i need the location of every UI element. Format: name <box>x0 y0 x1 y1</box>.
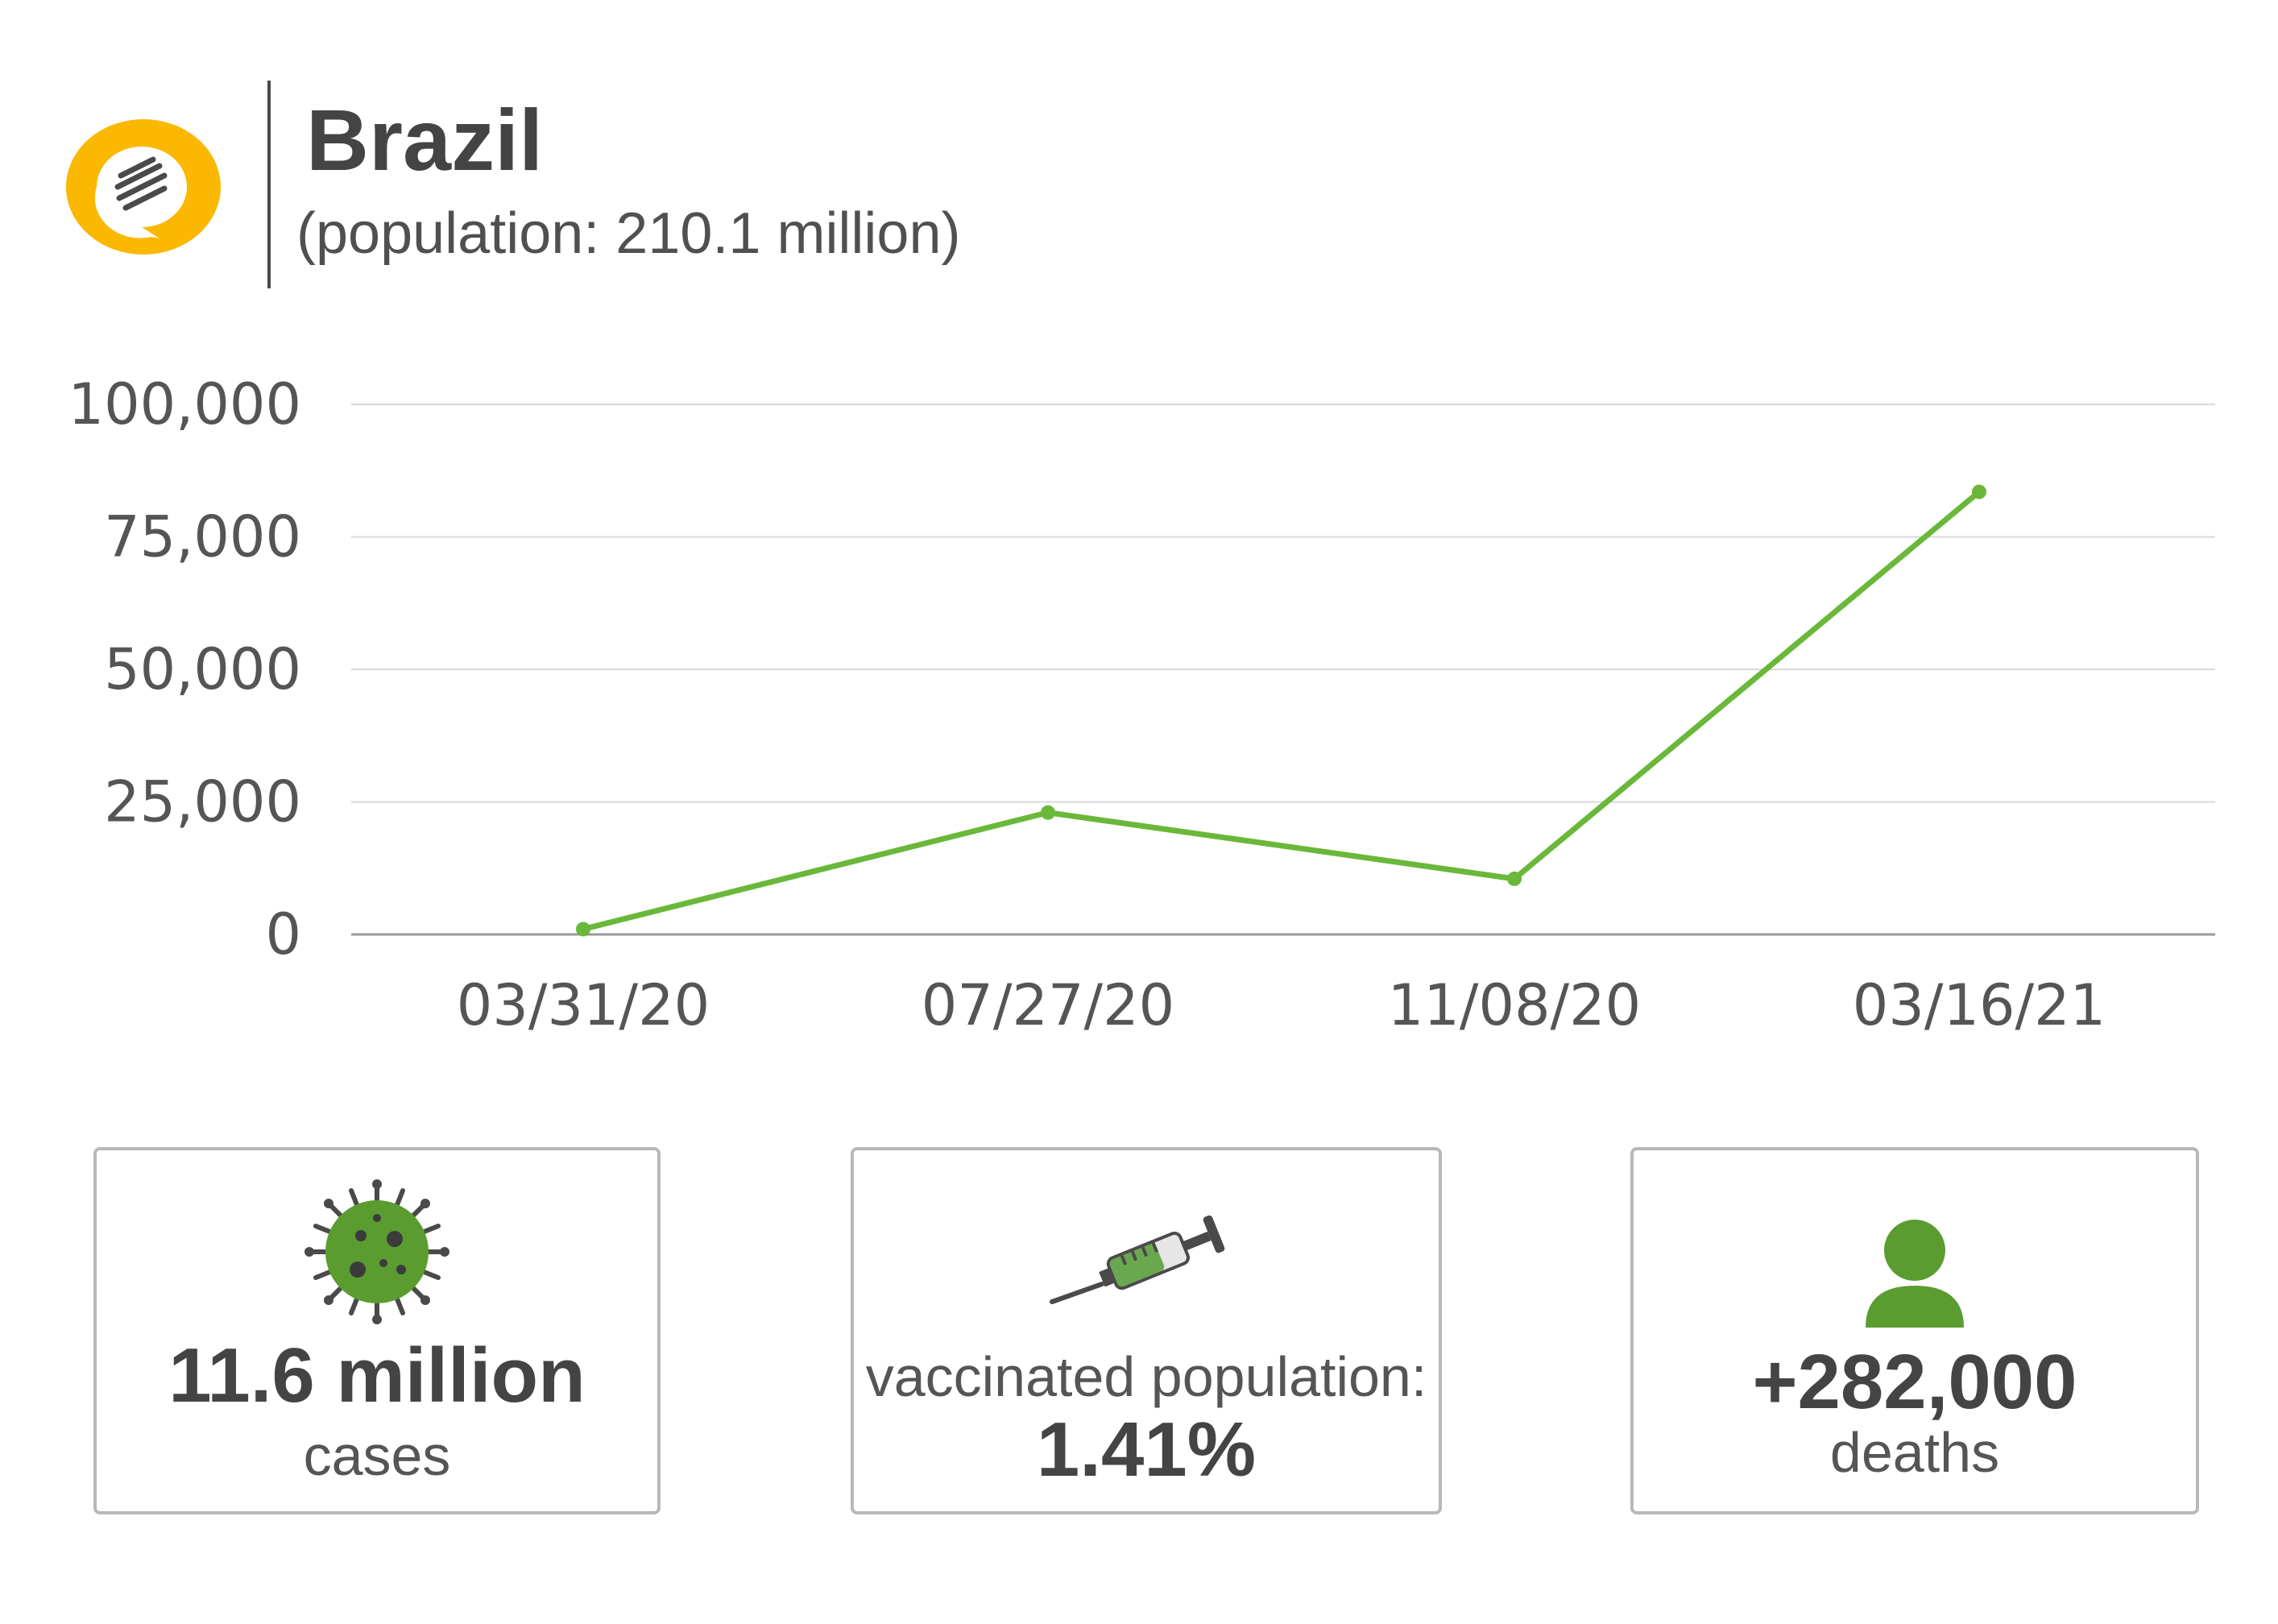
cases-value: 11.6 million <box>168 1332 586 1419</box>
stat-card-deaths: +282,000 deaths <box>1630 1147 2199 1514</box>
series-line <box>582 489 1982 932</box>
y-tick-label: 75,000 <box>104 504 301 570</box>
header-divider <box>267 81 271 288</box>
chart-grid <box>351 404 2215 936</box>
data-point <box>576 922 590 937</box>
x-tick-label: 07/27/20 <box>922 972 1174 1038</box>
y-tick-label: 50,000 <box>104 636 301 702</box>
line-chart: 0 25,000 50,000 75,000 100,000 03/31/20 07/27… <box>68 371 2215 1038</box>
x-tick-label: 03/16/21 <box>1853 972 2106 1038</box>
stat-card-cases: 11.6 million cases <box>93 1147 661 1514</box>
person-icon <box>1866 1220 1964 1328</box>
logo-icon <box>66 119 221 255</box>
page-title: Brazil <box>306 91 544 188</box>
y-tick-label: 25,000 <box>104 769 301 835</box>
y-tick-label: 0 <box>265 901 301 967</box>
deaths-value: +282,000 <box>1752 1339 2077 1425</box>
x-tick-label: 03/31/20 <box>457 972 710 1038</box>
x-axis-ticks: 03/31/20 07/27/20 11/08/20 03/16/21 <box>457 972 2106 1038</box>
data-point <box>1041 805 1055 820</box>
virus-icon <box>304 1179 449 1324</box>
deaths-label: deaths <box>1829 1421 2000 1484</box>
data-point <box>1507 871 1522 886</box>
y-tick-label: 100,000 <box>68 371 301 437</box>
cases-label: cases <box>303 1424 451 1487</box>
vaccinated-value: 1.41% <box>1036 1406 1257 1493</box>
x-tick-label: 11/08/20 <box>1388 972 1641 1038</box>
page-subtitle: (population: 210.1 million) <box>296 201 961 266</box>
syringe-icon <box>1050 1215 1225 1304</box>
stat-card-vaccinated: vaccinated population: 1.41% <box>851 1147 1442 1514</box>
data-point <box>1972 484 1986 499</box>
chart-series <box>576 484 1986 937</box>
y-axis-ticks: 0 25,000 50,000 75,000 100,000 <box>68 371 301 967</box>
vaccinated-label: vaccinated population: <box>865 1345 1427 1408</box>
